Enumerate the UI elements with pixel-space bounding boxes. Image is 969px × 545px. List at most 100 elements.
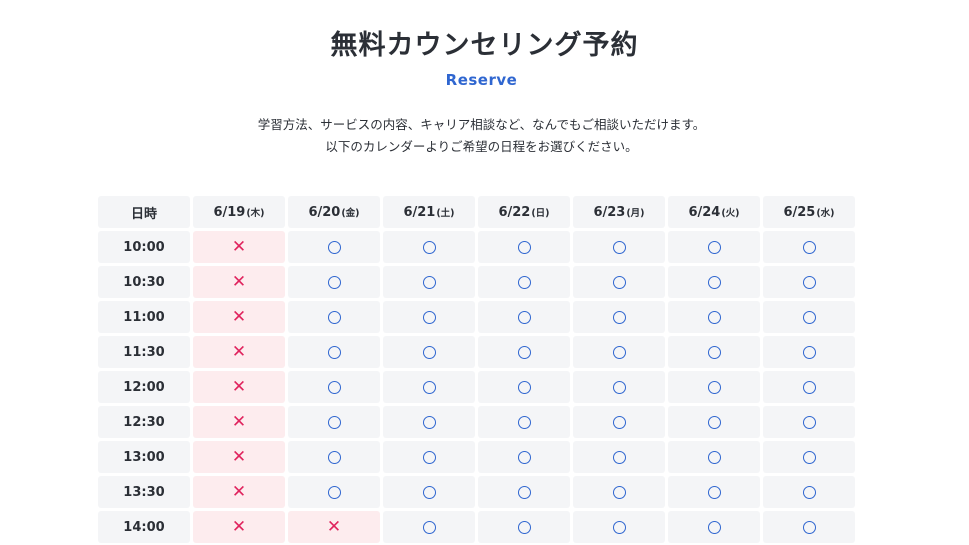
day-date: 6/24 <box>688 204 721 220</box>
available-slot[interactable] <box>763 406 855 438</box>
time-slot-row: 12:30 ✕ <box>98 406 866 438</box>
available-slot[interactable] <box>573 336 665 368</box>
available-slot[interactable] <box>668 266 760 298</box>
reservation-calendar: 日時 6/19 (木) 6/20 (金) 6/21 (土) 6/22 (日) 6/23 (月) 6/… <box>98 196 866 545</box>
available-slot[interactable] <box>478 441 570 473</box>
available-slot[interactable] <box>573 476 665 508</box>
available-circle-icon <box>802 380 816 394</box>
available-slot[interactable] <box>478 231 570 263</box>
available-slot[interactable] <box>288 301 380 333</box>
available-slot[interactable] <box>383 266 475 298</box>
day-of-week: (水) <box>816 208 835 219</box>
available-circle-icon <box>707 240 721 254</box>
available-slot[interactable] <box>668 511 760 543</box>
available-slot[interactable] <box>383 511 475 543</box>
available-slot[interactable] <box>478 301 570 333</box>
available-slot[interactable] <box>383 301 475 333</box>
available-circle-icon <box>422 345 436 359</box>
unavailable-slot: ✕ <box>193 441 285 473</box>
available-slot[interactable] <box>383 441 475 473</box>
unavailable-cross-icon: ✕ <box>231 411 247 432</box>
available-slot[interactable] <box>573 406 665 438</box>
available-slot[interactable] <box>573 266 665 298</box>
unavailable-slot: ✕ <box>193 406 285 438</box>
available-slot[interactable] <box>763 336 855 368</box>
available-circle-icon <box>517 275 531 289</box>
available-slot[interactable] <box>763 476 855 508</box>
available-slot[interactable] <box>668 371 760 403</box>
time-slot-row: 12:00 ✕ <box>98 371 866 403</box>
available-slot[interactable] <box>383 406 475 438</box>
available-slot[interactable] <box>288 371 380 403</box>
time-label: 13:00 <box>98 441 190 473</box>
available-slot[interactable] <box>763 441 855 473</box>
available-circle-icon <box>517 520 531 534</box>
available-slot[interactable] <box>288 266 380 298</box>
available-slot[interactable] <box>573 301 665 333</box>
day-of-week: (土) <box>436 208 455 219</box>
available-circle-icon <box>707 275 721 289</box>
available-circle-icon <box>802 415 816 429</box>
available-slot[interactable] <box>383 476 475 508</box>
available-slot[interactable] <box>478 336 570 368</box>
available-circle-icon <box>422 485 436 499</box>
time-slot-row: 10:30 ✕ <box>98 266 866 298</box>
available-slot[interactable] <box>288 336 380 368</box>
description-line-2: 以下のカレンダーよりご希望の日程をお選びください。 <box>325 139 638 154</box>
available-circle-icon <box>802 450 816 464</box>
available-slot[interactable] <box>478 511 570 543</box>
available-circle-icon <box>802 240 816 254</box>
day-of-week: (月) <box>626 208 645 219</box>
available-circle-icon <box>422 240 436 254</box>
available-circle-icon <box>517 450 531 464</box>
available-slot[interactable] <box>478 476 570 508</box>
page-title: 無料カウンセリング予約 <box>330 30 639 61</box>
available-slot[interactable] <box>478 266 570 298</box>
available-circle-icon <box>612 450 626 464</box>
available-slot[interactable] <box>668 231 760 263</box>
available-circle-icon <box>327 415 341 429</box>
unavailable-cross-icon: ✕ <box>231 341 247 362</box>
available-slot[interactable] <box>763 511 855 543</box>
available-circle-icon <box>327 310 341 324</box>
available-circle-icon <box>707 450 721 464</box>
available-circle-icon <box>517 380 531 394</box>
available-slot[interactable] <box>383 371 475 403</box>
available-circle-icon <box>612 520 626 534</box>
available-slot[interactable] <box>383 231 475 263</box>
day-date: 6/21 <box>403 204 436 220</box>
day-date: 6/25 <box>783 204 816 220</box>
available-slot[interactable] <box>668 441 760 473</box>
time-slot-row: 11:30 ✕ <box>98 336 866 368</box>
available-slot[interactable] <box>573 231 665 263</box>
available-slot[interactable] <box>478 406 570 438</box>
available-slot[interactable] <box>668 336 760 368</box>
available-slot[interactable] <box>478 371 570 403</box>
available-slot[interactable] <box>288 231 380 263</box>
available-slot[interactable] <box>383 336 475 368</box>
available-slot[interactable] <box>573 511 665 543</box>
available-circle-icon <box>517 345 531 359</box>
available-slot[interactable] <box>668 301 760 333</box>
time-slot-row: 11:00 ✕ <box>98 301 866 333</box>
available-slot[interactable] <box>763 371 855 403</box>
day-of-week: (木) <box>246 208 265 219</box>
available-slot[interactable] <box>288 476 380 508</box>
available-slot[interactable] <box>288 406 380 438</box>
available-circle-icon <box>327 275 341 289</box>
available-slot[interactable] <box>573 441 665 473</box>
day-date: 6/19 <box>213 204 246 220</box>
available-slot[interactable] <box>668 476 760 508</box>
available-slot[interactable] <box>668 406 760 438</box>
calendar-header-row: 日時 6/19 (木) 6/20 (金) 6/21 (土) 6/22 (日) 6/23 (月) 6/… <box>98 196 866 228</box>
available-slot[interactable] <box>763 266 855 298</box>
available-circle-icon <box>517 485 531 499</box>
day-header-5: 6/24 (火) <box>668 196 760 228</box>
available-slot[interactable] <box>573 371 665 403</box>
available-slot[interactable] <box>288 441 380 473</box>
available-slot[interactable] <box>763 301 855 333</box>
available-circle-icon <box>707 520 721 534</box>
available-circle-icon <box>707 380 721 394</box>
time-label: 12:30 <box>98 406 190 438</box>
available-slot[interactable] <box>763 231 855 263</box>
